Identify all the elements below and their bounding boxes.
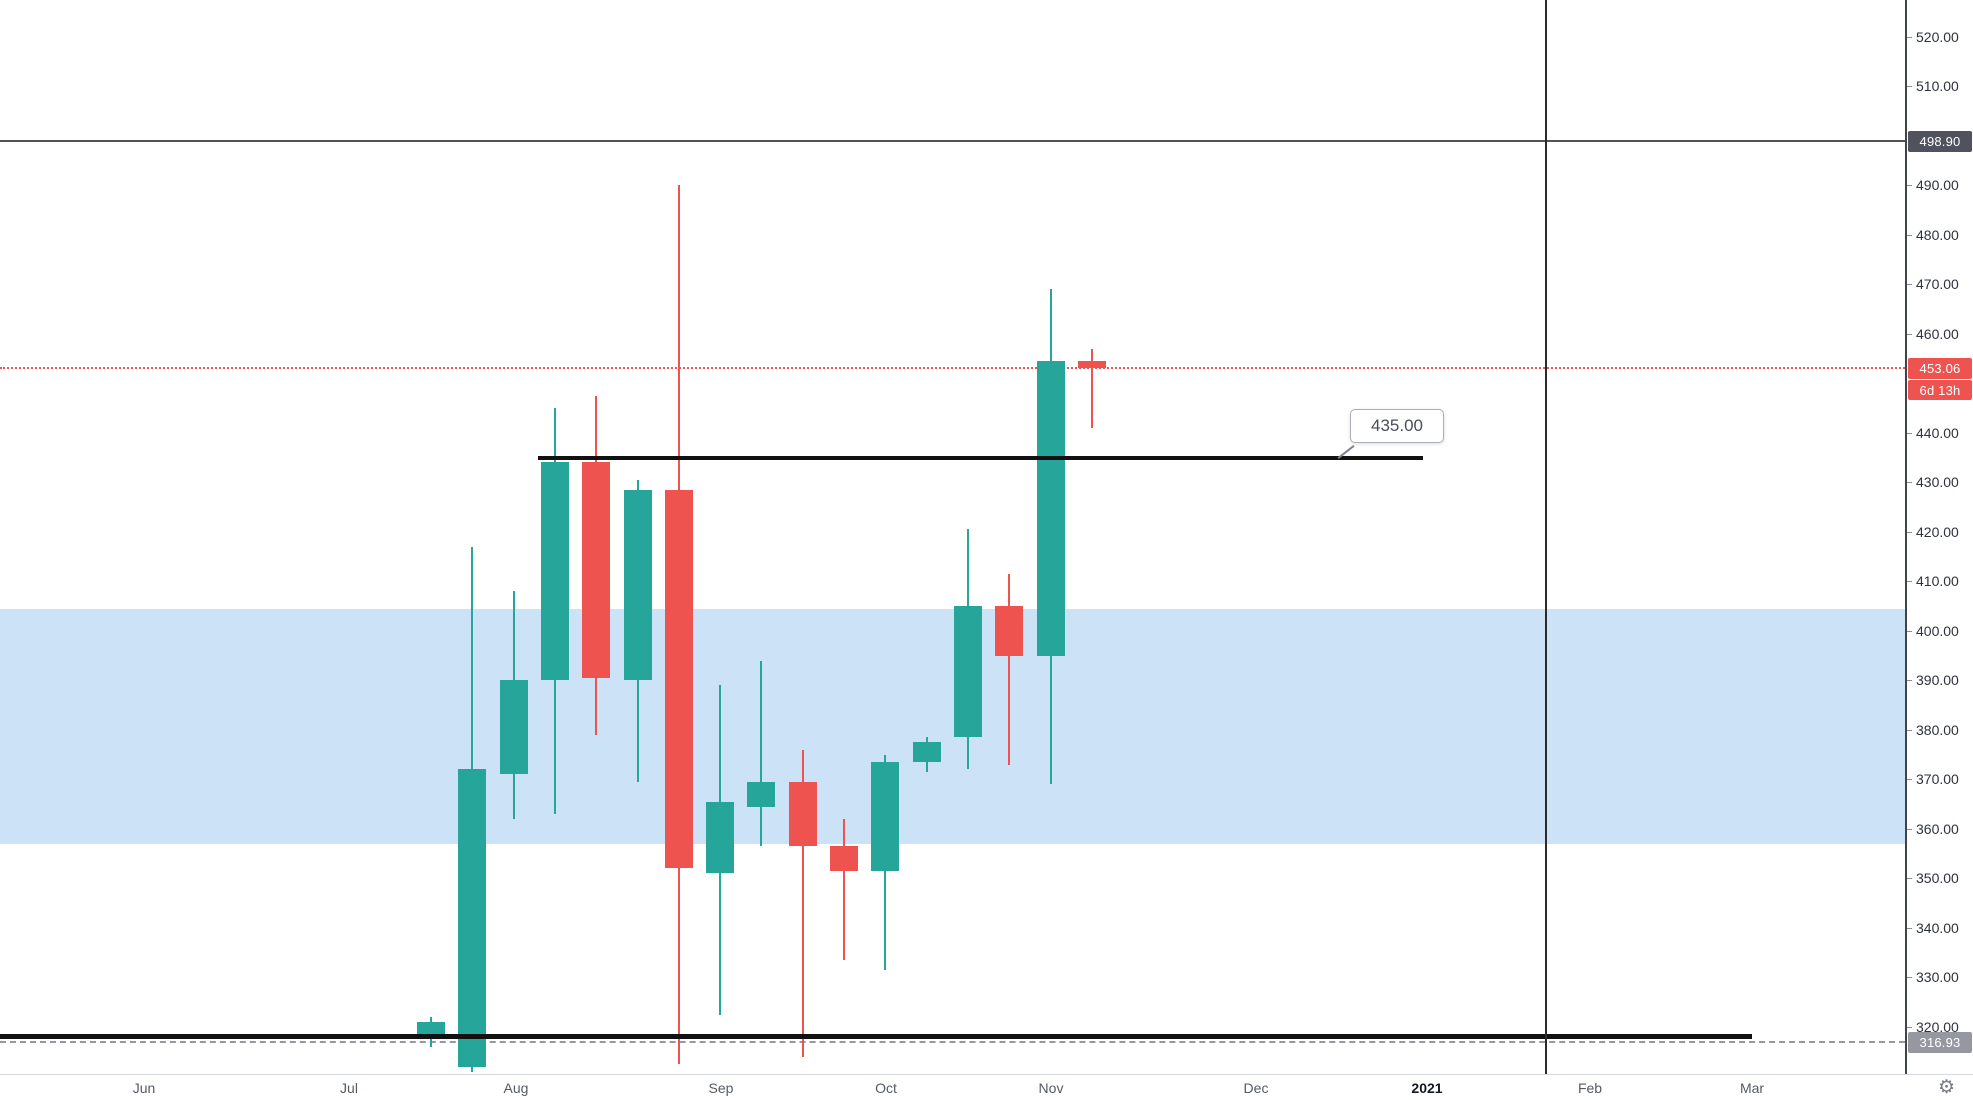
current-price-line[interactable] (0, 367, 1905, 370)
price-tick-label: 370.00 (1916, 771, 1959, 788)
candle-body (540, 462, 569, 681)
price-tick-dash (1907, 284, 1912, 286)
price-tick-dash (1907, 828, 1912, 830)
time-label-jun[interactable]: Jun (132, 1080, 156, 1096)
price-tick-dash (1907, 482, 1912, 484)
price-tick-label: 340.00 (1916, 919, 1959, 936)
price-line-498-90[interactable] (0, 140, 1905, 143)
price-tick-label: 360.00 (1916, 820, 1959, 837)
settings-icon[interactable]: ⚙ (1937, 1077, 1955, 1098)
candle-wick (1008, 573, 1011, 765)
candle-wick (801, 749, 804, 1057)
candle-wick (843, 818, 845, 961)
candle-body (499, 680, 528, 775)
price-tick-dash (1907, 432, 1912, 434)
candle-body (1077, 360, 1106, 369)
price-tick-label: 480.00 (1916, 226, 1959, 243)
candle-wick (1090, 348, 1093, 428)
time-label-oct[interactable]: Oct (875, 1080, 897, 1096)
price-tick-dash (1907, 927, 1912, 929)
candle-body (458, 769, 487, 1067)
price-tick-label: 440.00 (1916, 424, 1959, 441)
candle-body (830, 846, 858, 871)
price-tick-label: 430.00 (1916, 474, 1959, 491)
price-tick-dash (1907, 1026, 1912, 1028)
price-tick-label: 380.00 (1916, 721, 1959, 738)
candle-wick (760, 660, 763, 847)
price-tick-dash (1907, 333, 1912, 335)
candle-body (706, 801, 735, 874)
candle-body (953, 606, 982, 738)
chart-plot-area[interactable]: 435.00 (0, 0, 1905, 1074)
price-tick-label: 520.00 (1916, 28, 1959, 45)
price-tick-label: 320.00 (1916, 1018, 1959, 1035)
time-axis[interactable]: ⚙ Jun Jul Aug Sep Oct Nov Dec 2021 Feb Mar (0, 1074, 1973, 1100)
price-tick-dash (1907, 680, 1912, 682)
candle-body (995, 606, 1024, 656)
time-label-2021[interactable]: 2021 (1411, 1080, 1443, 1096)
time-label-feb[interactable]: Feb (1577, 1080, 1603, 1096)
price-callout[interactable]: 435.00 (1350, 409, 1444, 443)
price-tick-label: 510.00 (1916, 78, 1959, 95)
price-tick-label: 490.00 (1916, 177, 1959, 194)
price-tick-label: 460.00 (1916, 325, 1959, 342)
price-tick-label: 400.00 (1916, 622, 1959, 639)
price-tick-dash (1907, 234, 1912, 236)
price-tick-dash (1907, 977, 1912, 979)
candle-body (871, 762, 900, 871)
price-tick-dash (1907, 878, 1912, 880)
price-badge-498-90: 498.90 (1908, 130, 1972, 152)
price-badge-453-06: 453.06 (1908, 357, 1972, 379)
candle-body (664, 489, 693, 869)
resistance-line-435[interactable] (538, 455, 1423, 460)
candle-body (1036, 360, 1065, 656)
price-tick-dash (1907, 581, 1912, 583)
candle-body (417, 1022, 445, 1035)
price-tick-label: 420.00 (1916, 523, 1959, 540)
time-label-aug[interactable]: Aug (503, 1080, 529, 1096)
price-tick-label: 330.00 (1916, 969, 1959, 986)
price-tick-label: 470.00 (1916, 276, 1959, 293)
candle-body (788, 781, 817, 847)
demand-zone[interactable] (0, 608, 1905, 844)
price-tick-dash (1907, 185, 1912, 187)
candle-body (912, 742, 941, 763)
time-label-jul[interactable]: Jul (340, 1080, 358, 1096)
time-label-nov[interactable]: Nov (1038, 1080, 1064, 1096)
price-tick-dash (1907, 86, 1912, 88)
candle-body (623, 489, 652, 681)
price-tick-dash (1907, 630, 1912, 632)
candle-body (747, 781, 776, 807)
time-label-mar[interactable]: Mar (1739, 1080, 1765, 1096)
bar-close-countdown: 6d 13h (1908, 380, 1972, 401)
price-tick-dash (1907, 729, 1912, 731)
candle-body (582, 462, 611, 678)
price-line-316-93[interactable] (0, 1041, 1905, 1044)
price-tick-label: 350.00 (1916, 870, 1959, 887)
price-badge-316-93: 316.93 (1908, 1031, 1972, 1053)
price-tick-label: 410.00 (1916, 573, 1959, 590)
price-axis[interactable]: 520.00 510.00 490.00 480.00 470.00 460.00 440.… (1905, 0, 1973, 1074)
price-tick-label: 390.00 (1916, 672, 1959, 689)
support-line-318[interactable] (0, 1034, 1752, 1040)
price-tick-dash (1907, 531, 1912, 533)
price-tick-dash (1907, 779, 1912, 781)
price-tick-dash (1907, 36, 1912, 38)
time-label-sep[interactable]: Sep (708, 1080, 734, 1096)
vertical-line[interactable] (1545, 0, 1547, 1074)
time-label-dec[interactable]: Dec (1243, 1080, 1269, 1096)
